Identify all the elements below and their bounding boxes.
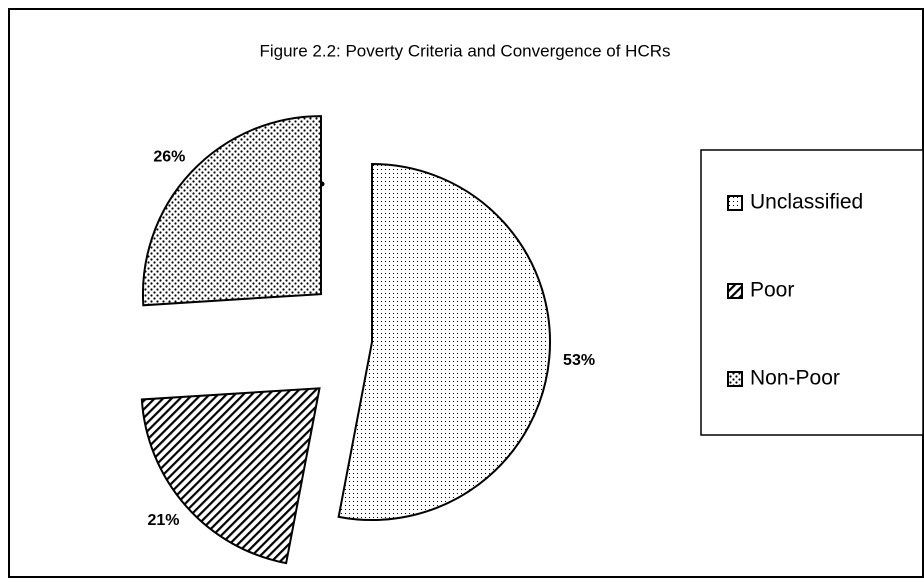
data-label: 26% [153, 148, 185, 165]
legend-label: Non-Poor [750, 367, 840, 390]
legend-label: Poor [750, 279, 794, 302]
data-label: 53% [563, 352, 595, 369]
legend-label: Unclassified [750, 191, 863, 214]
legend-swatch [727, 371, 743, 387]
pie-slice [141, 115, 322, 307]
chart-title: Figure 2.2: Poverty Criteria and Converg… [259, 41, 670, 60]
data-label: 21% [147, 512, 179, 529]
legend-swatch [727, 283, 743, 299]
pie-slice [337, 162, 551, 521]
pie-slice [140, 387, 321, 565]
legend-swatch [727, 195, 743, 211]
